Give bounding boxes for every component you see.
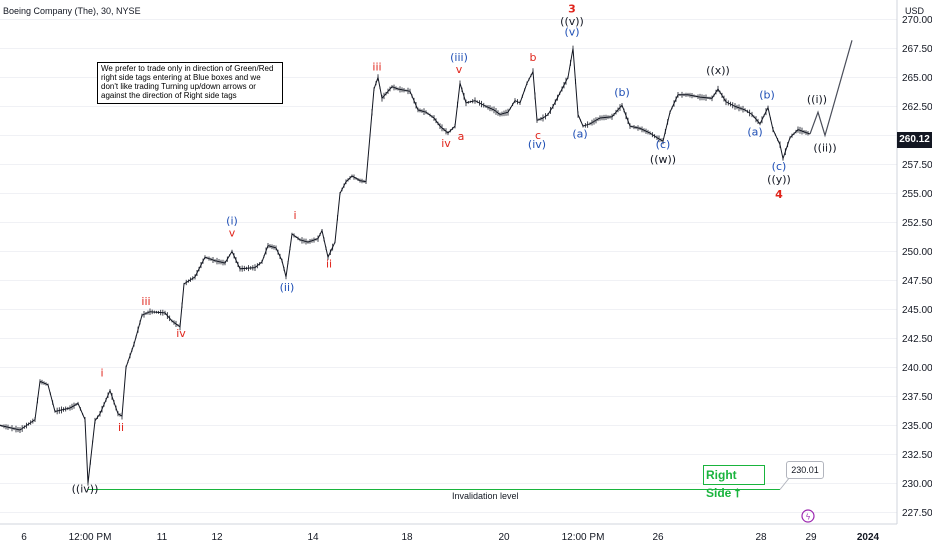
wave-label: (v) xyxy=(564,26,579,39)
wave-label: (iv) xyxy=(528,138,546,151)
y-tick-label: 237.50 xyxy=(902,392,932,403)
wave-label: i xyxy=(293,209,296,222)
wave-label: a xyxy=(458,130,465,143)
x-tick-label: 28 xyxy=(755,532,767,543)
y-tick-label: 240.00 xyxy=(902,363,932,374)
y-tick-label: 227.50 xyxy=(902,508,932,519)
chart-title: Boeing Company (The), 30, NYSE xyxy=(3,6,141,16)
x-tick-label: 20 xyxy=(498,532,510,543)
y-tick-label: 265.00 xyxy=(902,73,932,84)
y-tick-label: 245.00 xyxy=(902,305,932,316)
right-side-tag: Right Side ⭡ xyxy=(703,465,765,500)
y-tick-label: 230.00 xyxy=(902,479,932,490)
right-side-label: Right Side xyxy=(706,468,737,500)
wave-label: (c) xyxy=(656,138,671,151)
x-tick-label: 12:00 PM xyxy=(562,532,605,543)
wave-label: ii xyxy=(118,421,124,434)
last-price-tag: 260.12 xyxy=(897,132,932,148)
x-tick-label: 26 xyxy=(652,532,664,543)
wave-label: (ii) xyxy=(280,281,295,294)
wave-label: (a) xyxy=(747,125,762,138)
wave-label: c xyxy=(535,129,541,142)
wave-label: ((w)) xyxy=(650,153,676,166)
wave-label: v xyxy=(229,226,236,239)
x-tick-label: 12:00 PM xyxy=(69,532,112,543)
wave-label: (iii) xyxy=(450,51,468,64)
event-marker-glyph: ϟ xyxy=(805,513,810,522)
wave-label: ii xyxy=(326,258,332,271)
gridlines xyxy=(0,19,897,513)
currency-label[interactable]: USD xyxy=(905,6,925,16)
y-tick-label: 235.00 xyxy=(902,421,932,432)
wave-label: 3 xyxy=(568,2,576,15)
wave-label: 4 xyxy=(775,188,783,201)
wave-label: (b) xyxy=(759,88,775,101)
y-tick-label: 250.00 xyxy=(902,247,932,258)
wave-label: (b) xyxy=(614,86,630,99)
price-axis[interactable]: 227.50 230.00 232.50 235.00 237.50 240.00 242.… xyxy=(902,15,932,519)
wave-label: ((v)) xyxy=(560,15,584,28)
y-tick-label: 262.50 xyxy=(902,102,932,113)
wave-label: ((x)) xyxy=(706,64,730,77)
x-tick-label: 29 xyxy=(805,532,817,543)
x-tick-label: 12 xyxy=(211,532,223,543)
x-tick-label: 11 xyxy=(157,532,168,543)
time-axis[interactable]: 6 12:00 PM 11 12 14 18 20 12:00 PM 26 28 29 2024 xyxy=(21,532,879,543)
up-arrow-icon: ⭡ xyxy=(734,486,741,500)
badge-connector xyxy=(779,476,791,490)
wave-label: ((iv)) xyxy=(72,483,99,496)
event-marker-icon[interactable] xyxy=(801,509,815,523)
x-tick-label: 14 xyxy=(307,532,319,543)
y-tick-label: 267.50 xyxy=(902,44,932,55)
wave-label: iv xyxy=(441,137,451,150)
wave-label: iv xyxy=(176,327,186,340)
wave-label: (a) xyxy=(572,128,587,141)
y-tick-label: 252.50 xyxy=(902,218,932,229)
y-tick-label: 270.00 xyxy=(902,15,932,26)
wave-label: v xyxy=(456,63,463,76)
invalidation-label: Invalidation level xyxy=(452,491,519,501)
wave-label: iii xyxy=(141,295,150,308)
price-series xyxy=(0,45,811,486)
trading-note: We prefer to trade only in direction of … xyxy=(97,62,283,104)
wave-label: b xyxy=(530,51,537,64)
wave-label: (c) xyxy=(772,160,787,173)
wave-label: ((ii)) xyxy=(813,142,836,155)
y-tick-label: 247.50 xyxy=(902,276,932,287)
y-tick-label: 232.50 xyxy=(902,450,932,461)
wave-label: iii xyxy=(372,60,381,73)
wave-label: ((y)) xyxy=(767,173,791,186)
x-tick-label: 2024 xyxy=(857,532,880,543)
y-tick-label: 242.50 xyxy=(902,334,932,345)
invalidation-price-badge: 230.01 xyxy=(786,461,824,479)
y-tick-label: 257.50 xyxy=(902,160,932,171)
x-tick-label: 18 xyxy=(401,532,413,543)
x-tick-label: 6 xyxy=(21,532,27,543)
price-line xyxy=(0,48,811,484)
wave-label: ((i)) xyxy=(807,93,827,106)
wave-label: i xyxy=(100,367,103,380)
wave-labels: ((iv))iiiiiiiv(i)v(ii)iiiiii(iii)vivabc(… xyxy=(72,2,837,495)
projection-path xyxy=(809,40,853,138)
wave-label: (i) xyxy=(226,215,238,228)
y-tick-label: 255.00 xyxy=(902,189,932,200)
